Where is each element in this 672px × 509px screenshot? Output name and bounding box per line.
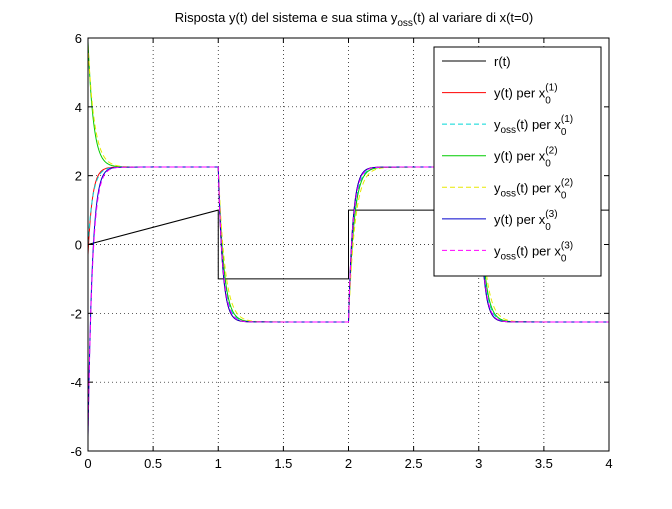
legend: r(t) y(t) per x(1) 0 yoss(t) per x(1) 0 y(t) … [433,46,602,277]
x-tick-label: 2 [345,456,352,471]
chart-title-sub: oss [397,18,413,29]
x-tick-label: 3.5 [535,456,553,471]
y-tick-label: 4 [75,100,82,115]
y-tick-label: 0 [75,238,82,253]
y-tick-label: -4 [70,375,82,390]
x-tick-label: 3 [475,456,482,471]
y-tick-label: 6 [75,31,82,46]
y-tick-label: 2 [75,169,82,184]
legend-label: yoss(t) per x(3) 0 [494,240,573,264]
legend-label: yoss(t) per x(1) 0 [494,114,573,138]
y-tick-label: -6 [70,444,82,459]
series-line-7 [87,166,609,434]
x-tick-label: 4 [605,456,612,471]
x-tick-label: 0 [84,456,91,471]
legend-label: y(t) per x(2) 0 [494,146,558,170]
x-axis-ticks: 0 0.5 1 1.5 2 2.5 3 3.5 4 [84,38,613,471]
y-axis-ticks: -6 -4 -2 0 2 4 6 [70,31,609,459]
legend-label: y(t) per x(3) 0 [494,209,558,233]
x-tick-label: 0.5 [144,456,162,471]
x-tick-label: 1 [215,456,222,471]
chart-title-pre: Risposta y(t) del sistema e sua stima y [175,10,398,25]
y-tick-label: -2 [70,306,82,321]
legend-label: yoss(t) per x(2) 0 [494,177,573,201]
chart-title-post: (t) al variare di x(t=0) [413,10,533,25]
legend-label: y(t) per x(1) 0 [494,83,558,107]
x-tick-label: 2.5 [405,456,423,471]
legend-label: r(t) [494,54,511,69]
x-tick-label: 1.5 [274,456,292,471]
legend-box [433,46,602,277]
chart-title: Risposta y(t) del sistema e sua stima yo… [175,10,533,29]
